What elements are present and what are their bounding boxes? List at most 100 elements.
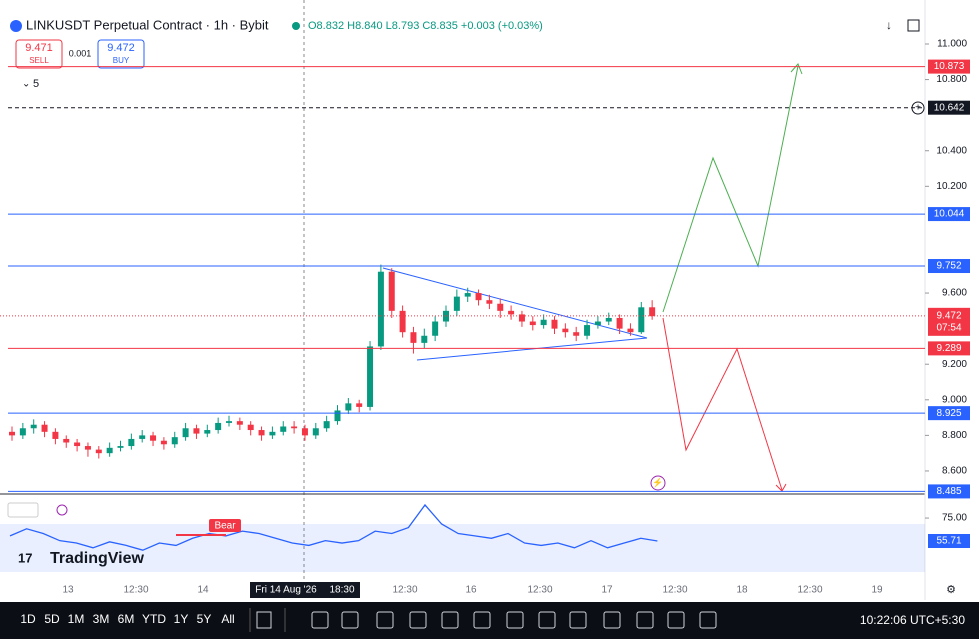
price-label: 10.642 bbox=[934, 102, 965, 113]
range-button[interactable]: YTD bbox=[142, 612, 166, 626]
drawing-tool[interactable] bbox=[376, 611, 394, 629]
drawing-tool[interactable] bbox=[636, 611, 654, 629]
candle-body bbox=[486, 300, 493, 304]
candle-body bbox=[193, 428, 200, 434]
range-button[interactable]: 6M bbox=[118, 612, 135, 626]
drawing-tool[interactable] bbox=[538, 611, 556, 629]
drawing-tool[interactable] bbox=[569, 611, 587, 629]
price-label: 10.873 bbox=[934, 61, 965, 72]
candle-body bbox=[30, 424, 37, 429]
rsi-current-box bbox=[928, 534, 970, 549]
range-button[interactable]: 1M bbox=[68, 612, 85, 626]
candle-body bbox=[388, 271, 395, 311]
sell-label: SELL bbox=[29, 56, 49, 65]
drawing-tool[interactable] bbox=[473, 611, 491, 629]
drawing-tool[interactable] bbox=[441, 611, 459, 629]
alert-icon[interactable] bbox=[650, 475, 666, 491]
time-label: 13 bbox=[62, 585, 74, 596]
candle-body bbox=[52, 431, 59, 439]
y-tick-label: 9.200 bbox=[942, 359, 967, 370]
candle-body bbox=[323, 421, 330, 429]
drawing-tool[interactable] bbox=[699, 611, 717, 629]
drawing-tool[interactable] bbox=[506, 611, 524, 629]
candle-body bbox=[334, 410, 341, 422]
collapse-icon[interactable]: ⌄ bbox=[22, 79, 30, 90]
price-label-box bbox=[928, 207, 970, 222]
ohlc: O8.832 H8.840 L8.793 C8.835 +0.003 (+0.0… bbox=[308, 20, 543, 32]
buy-price: 9.472 bbox=[107, 42, 135, 54]
settings-icon[interactable]: ⚙ bbox=[946, 584, 956, 596]
candle-body bbox=[443, 310, 449, 322]
buy-button[interactable] bbox=[97, 39, 145, 69]
candle-body bbox=[236, 421, 243, 425]
candle-body bbox=[160, 440, 167, 445]
candle-body bbox=[540, 319, 547, 326]
range-button[interactable]: 5D bbox=[44, 612, 60, 626]
candle-body bbox=[453, 296, 460, 311]
drawing-tool[interactable] bbox=[603, 611, 621, 629]
spread: 0.001 bbox=[69, 48, 92, 58]
rsi-settings[interactable] bbox=[56, 504, 68, 516]
y-tick-label: 8.600 bbox=[942, 466, 967, 477]
bull-projection bbox=[662, 65, 799, 313]
rsi-tick-label: 75.00 bbox=[942, 513, 967, 524]
bear-label: Bear bbox=[214, 521, 236, 532]
candle-body bbox=[128, 438, 135, 447]
time-label: Fri 14 Aug '26 bbox=[255, 585, 317, 596]
time-label: 12:30 bbox=[123, 585, 148, 596]
bear-box bbox=[209, 519, 241, 532]
layout-tool[interactable] bbox=[256, 611, 272, 629]
candle-body bbox=[9, 431, 15, 436]
countdown: 07:54 bbox=[936, 322, 961, 333]
time-label: 19 bbox=[871, 585, 883, 596]
candle-body bbox=[518, 314, 525, 322]
candle-body bbox=[649, 307, 656, 317]
candle-body bbox=[616, 317, 623, 329]
rsi-line bbox=[9, 503, 658, 551]
candle-body bbox=[410, 332, 417, 343]
candle-body bbox=[106, 447, 113, 454]
y-tick-label: 9.600 bbox=[942, 288, 967, 299]
candle-body bbox=[215, 422, 222, 431]
y-tick-label: 10.800 bbox=[936, 74, 967, 85]
candle-body bbox=[291, 426, 298, 429]
current-price: 9.472 bbox=[936, 310, 961, 321]
candle-body bbox=[117, 446, 124, 448]
candle-body bbox=[605, 317, 612, 322]
y-tick-label: 11.000 bbox=[937, 39, 967, 50]
candle-body bbox=[497, 303, 504, 311]
rsi-toggle[interactable] bbox=[7, 502, 39, 518]
drawing-tool[interactable] bbox=[409, 611, 427, 629]
candle-body bbox=[150, 435, 157, 441]
time-highlight bbox=[250, 582, 360, 598]
range-button[interactable]: 1Y bbox=[174, 612, 189, 626]
drawing-tool[interactable] bbox=[311, 611, 329, 629]
candle-body bbox=[475, 293, 482, 301]
indicator-count[interactable]: 5 bbox=[33, 78, 39, 90]
candle-body bbox=[432, 321, 439, 336]
range-button[interactable]: All bbox=[221, 612, 234, 626]
candle-body bbox=[139, 435, 146, 439]
drawing-tool[interactable] bbox=[341, 611, 359, 629]
candle-body bbox=[74, 442, 81, 447]
price-label: 9.289 bbox=[936, 343, 961, 354]
price-label-box bbox=[928, 484, 970, 499]
range-button[interactable]: 3M bbox=[93, 612, 110, 626]
drawing-tool[interactable] bbox=[667, 611, 685, 629]
bull-arrow bbox=[790, 63, 803, 75]
y-tick-label: 9.000 bbox=[942, 394, 967, 405]
candle-body bbox=[19, 428, 26, 436]
download-icon[interactable]: ↓ bbox=[886, 18, 892, 32]
y-tick-label: 8.800 bbox=[942, 430, 967, 441]
candle-body bbox=[399, 310, 406, 333]
range-button[interactable]: 1D bbox=[20, 612, 36, 626]
fullscreen-icon[interactable] bbox=[907, 19, 920, 32]
symbol-title: LINKUSDT Perpetual Contract · 1h · Bybit bbox=[26, 17, 269, 32]
range-button[interactable]: 5Y bbox=[197, 612, 212, 626]
sell-button[interactable] bbox=[15, 39, 63, 69]
current-price-box bbox=[928, 307, 970, 336]
candle-body bbox=[529, 321, 536, 326]
price-label: 9.752 bbox=[936, 261, 961, 272]
